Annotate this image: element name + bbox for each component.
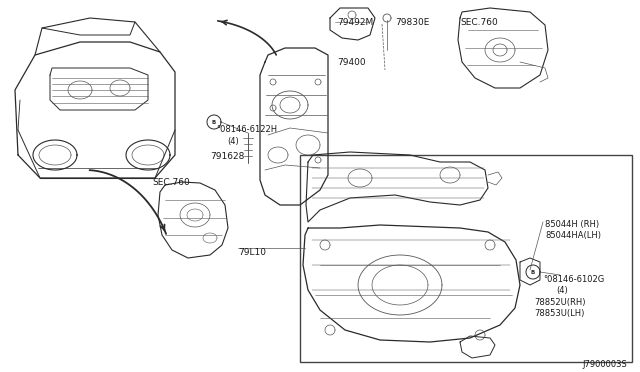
Text: 79400: 79400 <box>337 58 365 67</box>
Text: (4): (4) <box>227 137 239 146</box>
Text: 791628: 791628 <box>210 152 244 161</box>
Text: 85044HA(LH): 85044HA(LH) <box>545 231 601 240</box>
Text: B: B <box>212 119 216 125</box>
Text: (4): (4) <box>556 286 568 295</box>
Bar <box>300 155 632 362</box>
Text: 78852U(RH): 78852U(RH) <box>534 298 586 307</box>
Text: B: B <box>531 269 535 275</box>
Text: J7900003S: J7900003S <box>582 360 627 369</box>
Text: 79L10: 79L10 <box>238 248 266 257</box>
Text: °08146-6102G: °08146-6102G <box>543 275 604 284</box>
Text: 78853U(LH): 78853U(LH) <box>534 309 584 318</box>
Text: 79492M: 79492M <box>337 18 373 27</box>
Text: SEC.760: SEC.760 <box>460 18 498 27</box>
Text: °08146-6122H: °08146-6122H <box>216 125 277 134</box>
Text: 85044H (RH): 85044H (RH) <box>545 220 599 229</box>
Text: SEC.760: SEC.760 <box>152 178 189 187</box>
Text: 79830E: 79830E <box>395 18 429 27</box>
